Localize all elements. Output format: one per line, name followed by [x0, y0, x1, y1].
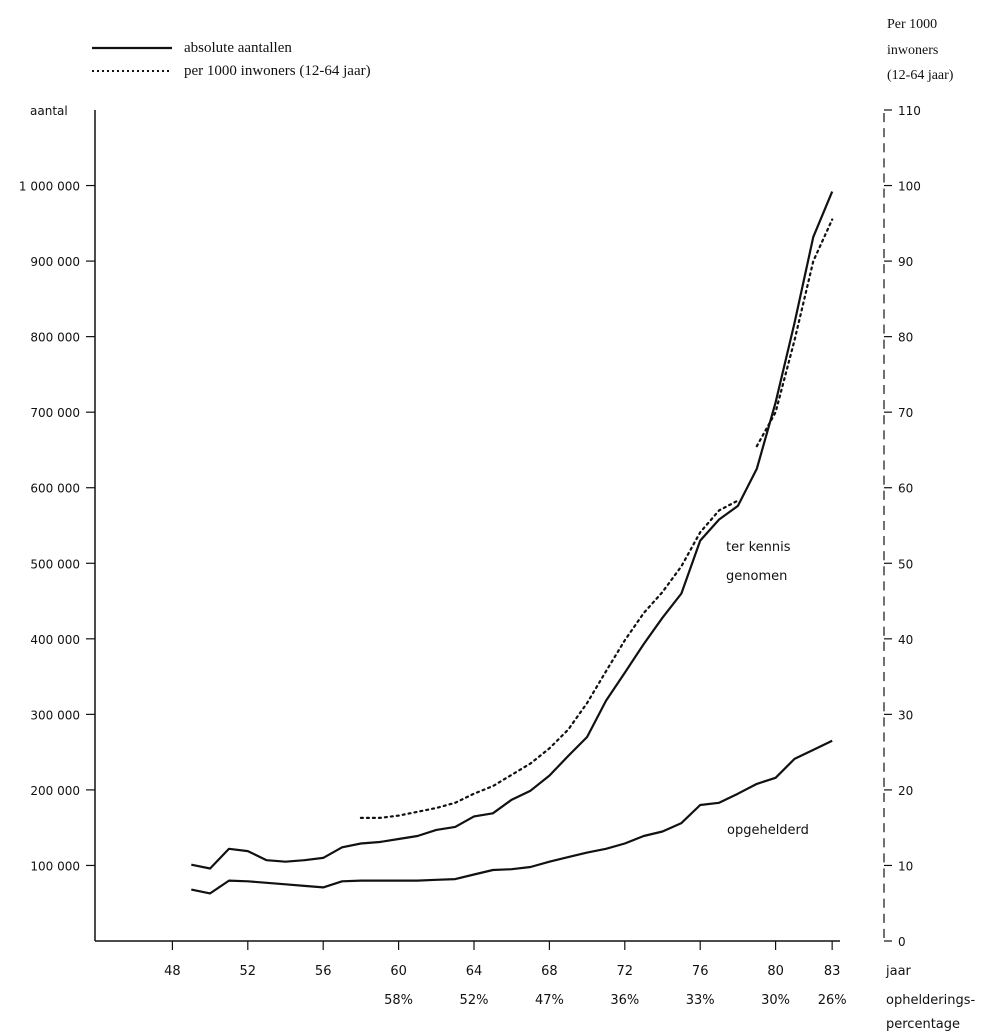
left-tick-label: 800 000 — [30, 331, 80, 345]
right-tick-label: 90 — [898, 255, 913, 269]
x-tick-label: 76 — [692, 964, 709, 979]
right-tick-label: 40 — [898, 633, 913, 647]
right-tick-label: 50 — [898, 557, 913, 571]
left-tick-label: 300 000 — [30, 708, 80, 722]
x-axis-title: jaar — [885, 964, 912, 979]
x-tick-label: 72 — [617, 964, 634, 979]
series-line — [755, 218, 834, 448]
clearance-percentage-label: 36% — [610, 993, 639, 1008]
clearance-percentage-label: 33% — [686, 993, 715, 1008]
left-tick-label: 400 000 — [30, 633, 80, 647]
clearance-percentage-labels: 58% 52% 47% 36% 33% 30% 26% — [384, 993, 846, 1008]
x-tick-label: 52 — [240, 964, 257, 979]
right-tick-label: 20 — [898, 784, 913, 798]
annotation-reported-line2: genomen — [726, 569, 787, 584]
x-axis-ticks: 48 52 56 60 64 68 72 76 80 83 — [164, 941, 840, 979]
left-tick-label: 600 000 — [30, 482, 80, 496]
left-tick-label: 200 000 — [30, 784, 80, 798]
legend-absolute-label: absolute aantallen — [184, 40, 292, 56]
left-tick-label: 100 000 — [30, 859, 80, 873]
right-tick-label: 80 — [898, 331, 913, 345]
right-tick-label: 110 — [898, 104, 921, 118]
x-tick-label: 48 — [164, 964, 181, 979]
right-axis-title-line2: inwoners — [887, 43, 938, 58]
x-tick-label: 80 — [767, 964, 784, 979]
left-axis-ticks: 100 000 200 000 300 000 400 000 500 000 600 0… — [19, 180, 95, 873]
clearance-title-line1: ophelderings- — [886, 993, 976, 1008]
right-axis-title-line1: Per 1000 — [887, 17, 937, 32]
series-line — [191, 191, 834, 870]
x-tick-label: 56 — [315, 964, 332, 979]
right-tick-label: 100 — [898, 180, 921, 194]
clearance-title-line2: percentage — [886, 1017, 960, 1032]
x-tick-label: 64 — [466, 964, 483, 979]
x-tick-label: 68 — [541, 964, 558, 979]
clearance-percentage-label: 26% — [818, 993, 847, 1008]
left-axis-title: aantal — [30, 104, 68, 118]
right-tick-label: 60 — [898, 482, 913, 496]
series-layer — [191, 191, 834, 895]
right-tick-label: 10 — [898, 859, 913, 873]
annotation-solved: opgehelderd — [727, 823, 809, 838]
x-tick-label: 60 — [390, 964, 407, 979]
right-tick-label: 70 — [898, 406, 913, 420]
series-line — [359, 499, 740, 820]
right-tick-label: 0 — [898, 935, 906, 949]
legend: absolute aantallen per 1000 inwoners (12… — [92, 40, 371, 79]
clearance-percentage-label: 30% — [761, 993, 790, 1008]
clearance-percentage-label: 47% — [535, 993, 564, 1008]
right-tick-label: 30 — [898, 708, 913, 722]
left-tick-label: 900 000 — [30, 255, 80, 269]
right-axis-title-line3: (12-64 jaar) — [887, 68, 954, 83]
x-tick-label: 83 — [824, 964, 841, 979]
left-tick-label: 1 000 000 — [19, 180, 80, 194]
series-line — [191, 739, 833, 895]
clearance-percentage-label: 58% — [384, 993, 413, 1008]
right-axis-ticks: 0 10 20 30 40 50 60 70 80 90 100 110 — [883, 104, 921, 949]
legend-per1000-label: per 1000 inwoners (12-64 jaar) — [184, 63, 371, 79]
left-tick-label: 500 000 — [30, 557, 80, 571]
annotation-reported-line1: ter kennis — [726, 540, 791, 555]
clearance-percentage-label: 52% — [460, 993, 489, 1008]
left-tick-label: 700 000 — [30, 406, 80, 420]
